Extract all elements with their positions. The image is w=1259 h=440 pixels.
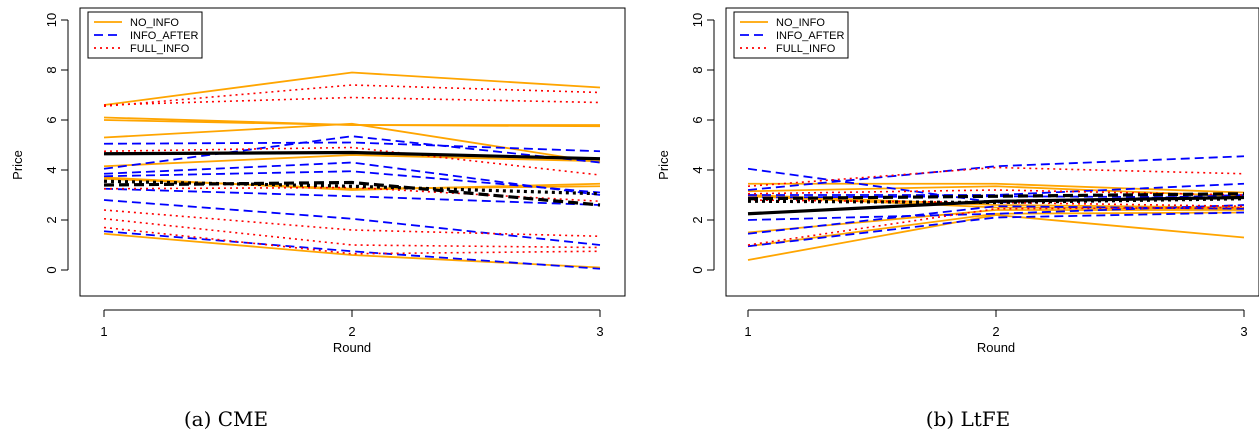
caption: (a) CME [184, 407, 268, 431]
legend-label: FULL_INFO [130, 43, 190, 55]
series-line-no-info [747, 211, 1245, 248]
series-line-info-after [747, 155, 1245, 191]
series-line-full-info [103, 146, 601, 176]
series-line-full-info [747, 166, 1245, 188]
y-tick-label: 6 [44, 116, 59, 123]
series-line-no-info [103, 119, 601, 128]
series-line-no-info [747, 209, 1244, 234]
series-lines [103, 71, 601, 270]
series-line-full-info [747, 206, 1245, 246]
legend-label: INFO_AFTER [130, 30, 199, 42]
legend-box [87, 11, 203, 59]
series-line-no-info [103, 71, 601, 106]
series-line-info-after [747, 195, 1245, 199]
plot-frame [79, 7, 626, 297]
series-line-info-after [103, 141, 601, 153]
series-line-no-info [103, 154, 601, 168]
plot-frame [725, 7, 1259, 297]
series-line-no-info [747, 214, 1245, 261]
y-axis-label: Price [10, 150, 25, 180]
x-tick-label: 2 [348, 324, 355, 339]
x-tick-label: 3 [1240, 324, 1247, 339]
series-line-no-info [103, 122, 601, 164]
series-line-no-info [103, 232, 601, 269]
series-lines [747, 155, 1245, 261]
y-tick-label: 2 [690, 216, 705, 223]
x-tick-label: 1 [744, 324, 751, 339]
x-tick-label: 3 [596, 324, 603, 339]
series-line-no-info [747, 185, 1245, 198]
panel-ltfe: 1 2 3 0 2 4 6 8 10 Round Price NO_INFOINFO_AFTER… [656, 7, 1259, 431]
series-line-info-after [103, 170, 601, 194]
x-tick-label: 2 [992, 324, 999, 339]
series-line-info-after [103, 187, 601, 206]
y-tick-label: 8 [44, 66, 59, 73]
series-line-info-after [103, 199, 601, 246]
y-tick-label: 10 [690, 13, 705, 27]
mean-line-dotted [747, 197, 1245, 205]
series-line-full-info [103, 217, 601, 249]
y-tick-label: 4 [44, 166, 59, 173]
y-tick-label: 10 [44, 13, 59, 27]
legend-label: INFO_AFTER [776, 30, 845, 42]
y-axis-label: Price [656, 150, 671, 180]
y-tick-label: 4 [690, 166, 705, 173]
legend-label: NO_INFO [130, 17, 179, 29]
caption: (b) LtFE [926, 407, 1011, 431]
mean-line-solid [103, 150, 601, 161]
series-line-no-info [748, 182, 1245, 194]
mean-line-dashed [103, 180, 601, 207]
y-tick-label: 0 [690, 266, 705, 273]
series-line-full-info [103, 96, 601, 106]
series-line-full-info [103, 226, 601, 255]
series-line-full-info [103, 84, 601, 108]
series-line-info-after [103, 230, 601, 270]
axis-ticks: 1 2 3 0 2 4 6 8 10 [44, 13, 604, 339]
x-axis-label: Round [333, 340, 371, 355]
legend-box [733, 11, 849, 59]
axis-ticks: 1 2 3 0 2 4 6 8 10 [690, 13, 1248, 339]
y-tick-label: 2 [44, 216, 59, 223]
legend-label: FULL_INFO [776, 43, 836, 55]
y-tick-label: 0 [44, 266, 59, 273]
mean-line-dashed [747, 192, 1245, 201]
series-line-full-info [103, 209, 601, 238]
x-axis-label: Round [977, 340, 1015, 355]
legend-label: NO_INFO [776, 17, 825, 29]
mean-line-dotted [103, 179, 601, 196]
y-tick-label: 6 [690, 116, 705, 123]
y-tick-label: 8 [690, 66, 705, 73]
series-line-info-after [748, 182, 1245, 196]
series-line-no-info [103, 177, 601, 190]
x-tick-label: 1 [100, 324, 107, 339]
panel-cme: 1 2 3 0 2 4 6 8 10 Round Price NO_INFOINFO_AFTER… [10, 7, 626, 431]
